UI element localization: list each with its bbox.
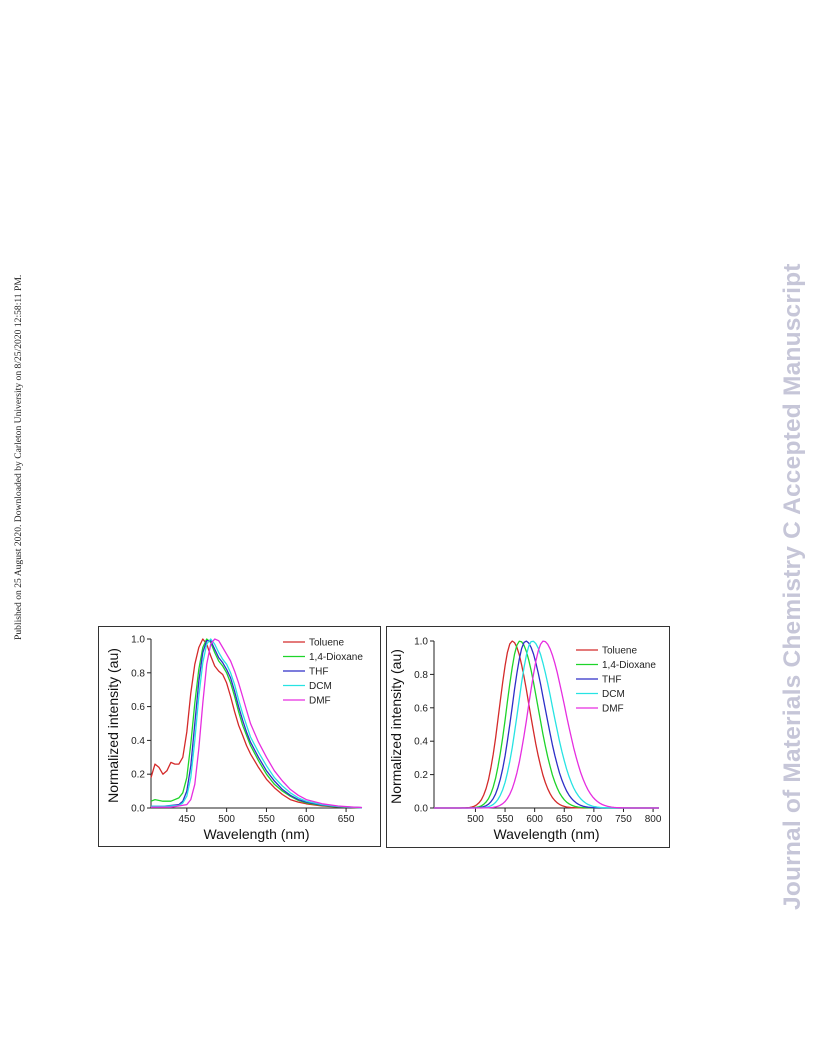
chart1-xtick-label: 450: [178, 814, 195, 825]
journal-watermark: Journal of Materials Chemistry C Accepte…: [779, 263, 806, 910]
chart2-xtick-label: 800: [645, 814, 662, 825]
chart2-legend-label-1-4-dioxane: 1,4-Dioxane: [602, 660, 656, 671]
chart2-legend-label-thf: THF: [602, 675, 621, 686]
chart2-ytick-label: 0.0: [414, 804, 428, 815]
chart1-ytick-label: 1.0: [131, 635, 145, 646]
chart2-ytick-label: 1.0: [414, 637, 428, 648]
chart2-legend-label-dmf: DMF: [602, 704, 624, 715]
chart2-xtick-label: 750: [615, 814, 632, 825]
chart1-series-thf: [151, 640, 363, 809]
chart1-legend-label-1-4-dioxane: 1,4-Dioxane: [309, 652, 363, 663]
chart2-ylabel: Normalized intensity (au): [388, 649, 404, 804]
chart1-xtick-label: 600: [298, 814, 315, 825]
chart1-series-dcm: [151, 638, 363, 809]
chart1-series-1-4-dioxane: [150, 638, 363, 809]
chart1-ylabel: Normalized intensity (au): [105, 648, 121, 803]
chart2-xtick-label: 650: [556, 814, 573, 825]
chart-left-svg: 0.0 0.2 0.4 0.6 0.8 1.0 450 500 550 600 650 Wavelen…: [105, 635, 363, 843]
chart2-xtick-label: 550: [497, 814, 514, 825]
chart2-legend-label-toluene: Toluene: [602, 646, 637, 657]
chart1-ytick-label: 0.6: [131, 702, 145, 713]
chart1-xtick-label: 650: [338, 814, 355, 825]
chart1-ytick-label: 0.8: [131, 668, 145, 679]
chart2-xtick-label: 700: [586, 814, 603, 825]
chart1-ytick-label: 0.2: [131, 770, 145, 781]
chart2-ytick-label: 0.8: [414, 670, 428, 681]
chart1-ytick-label: 0.0: [131, 804, 145, 815]
chart1-legend-label-toluene: Toluene: [309, 638, 344, 649]
chart1-xlabel: Wavelength (nm): [203, 826, 309, 842]
chart2-ytick-label: 0.2: [414, 770, 428, 781]
chart2-ytick-label: 0.6: [414, 703, 428, 714]
chart2-ytick-label: 0.4: [414, 737, 428, 748]
chart1-legend-label-dmf: DMF: [309, 696, 331, 707]
chart1-xtick-label: 500: [218, 814, 235, 825]
chart1-series-dmf: [151, 638, 363, 809]
chart1-legend-label-dcm: DCM: [309, 681, 332, 692]
chart1-legend-label-thf: THF: [309, 667, 328, 678]
chart1-ytick-label: 0.4: [131, 736, 145, 747]
chart2-xlabel: Wavelength (nm): [493, 826, 599, 842]
chart2-xtick-label: 600: [526, 814, 543, 825]
chart1-xtick-label: 550: [258, 814, 275, 825]
chart-right-svg: 0.0 0.2 0.4 0.6 0.8 1.0 500 550 600 650 700 750 800 W…: [388, 637, 662, 843]
publication-notice: Published on 25 August 2020. Downloaded …: [13, 274, 24, 640]
chart-panel-left: 0.0 0.2 0.4 0.6 0.8 1.0 450 500 550 600 650 Wavelen…: [98, 626, 381, 847]
chart1-series-toluene: [150, 638, 363, 809]
chart2-legend-label-dcm: DCM: [602, 689, 625, 700]
chart2-series-dmf: [434, 640, 659, 809]
chart2-xtick-label: 500: [467, 814, 484, 825]
chart-panel-right: 0.0 0.2 0.4 0.6 0.8 1.0 500 550 600 650 700 750 800 W…: [386, 626, 670, 848]
